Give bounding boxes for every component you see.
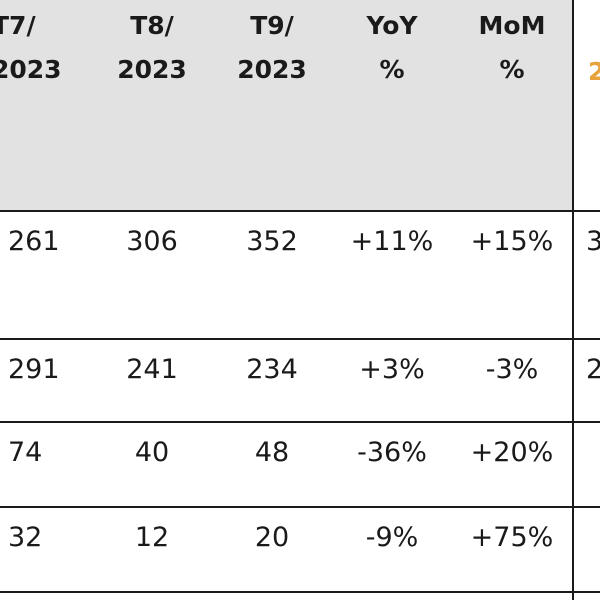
row-2-mom: -3% <box>452 338 572 421</box>
row-4-next-partial <box>572 506 600 591</box>
header-mom-line2: % <box>499 55 525 84</box>
header-t7-line1: T7/ <box>0 11 36 40</box>
row-2-next-partial: 2 <box>572 338 600 421</box>
row-4-t9: 20 <box>212 506 332 591</box>
row-3-t9: 48 <box>212 421 332 506</box>
header-t7: T7/ 2023 <box>0 0 92 210</box>
row-4-t7: 32 <box>0 506 92 591</box>
row-3-next-partial <box>572 421 600 506</box>
row-1-t8: 306 <box>92 210 212 338</box>
row-1-t7: 261 <box>0 210 92 338</box>
header-mom: MoM % <box>452 0 572 210</box>
row-4-mom: +75% <box>452 506 572 591</box>
header-t8: T8/ 2023 <box>92 0 212 210</box>
header-t8-line2: 2023 <box>117 55 187 84</box>
row-2-yoy: +3% <box>332 338 452 421</box>
header-yoy: YoY % <box>332 0 452 210</box>
row-2-t8: 241 <box>92 338 212 421</box>
row-2-t7: 291 <box>0 338 92 421</box>
row-2-t9: 234 <box>212 338 332 421</box>
header-next-partial: 2 <box>572 0 600 210</box>
header-yoy-line2: % <box>379 55 405 84</box>
table-bottom-border <box>0 591 92 600</box>
header-t7-line2: 2023 <box>0 55 62 84</box>
header-t8-line1: T8/ <box>130 11 174 40</box>
row-1-next-partial: 3 <box>572 210 600 338</box>
header-yoy-line1: YoY <box>366 11 418 40</box>
row-3-t7: 74 <box>0 421 92 506</box>
row-4-t8: 12 <box>92 506 212 591</box>
header-t9-line1: T9/ <box>250 11 294 40</box>
table-bottom-border <box>332 591 452 600</box>
header-t9-line2: 2023 <box>237 55 307 84</box>
row-3-t8: 40 <box>92 421 212 506</box>
header-next-partial-glyph: 2 <box>588 57 600 86</box>
table-bottom-border <box>92 591 212 600</box>
table-bottom-border <box>452 591 572 600</box>
row-1-mom: +15% <box>452 210 572 338</box>
table-bottom-border <box>212 591 332 600</box>
row-3-yoy: -36% <box>332 421 452 506</box>
row-4-yoy: -9% <box>332 506 452 591</box>
row-3-mom: +20% <box>452 421 572 506</box>
row-1-t9: 352 <box>212 210 332 338</box>
header-mom-line1: MoM <box>478 11 546 40</box>
table-bottom-border <box>572 591 600 600</box>
row-1-yoy: +11% <box>332 210 452 338</box>
header-t9: T9/ 2023 <box>212 0 332 210</box>
